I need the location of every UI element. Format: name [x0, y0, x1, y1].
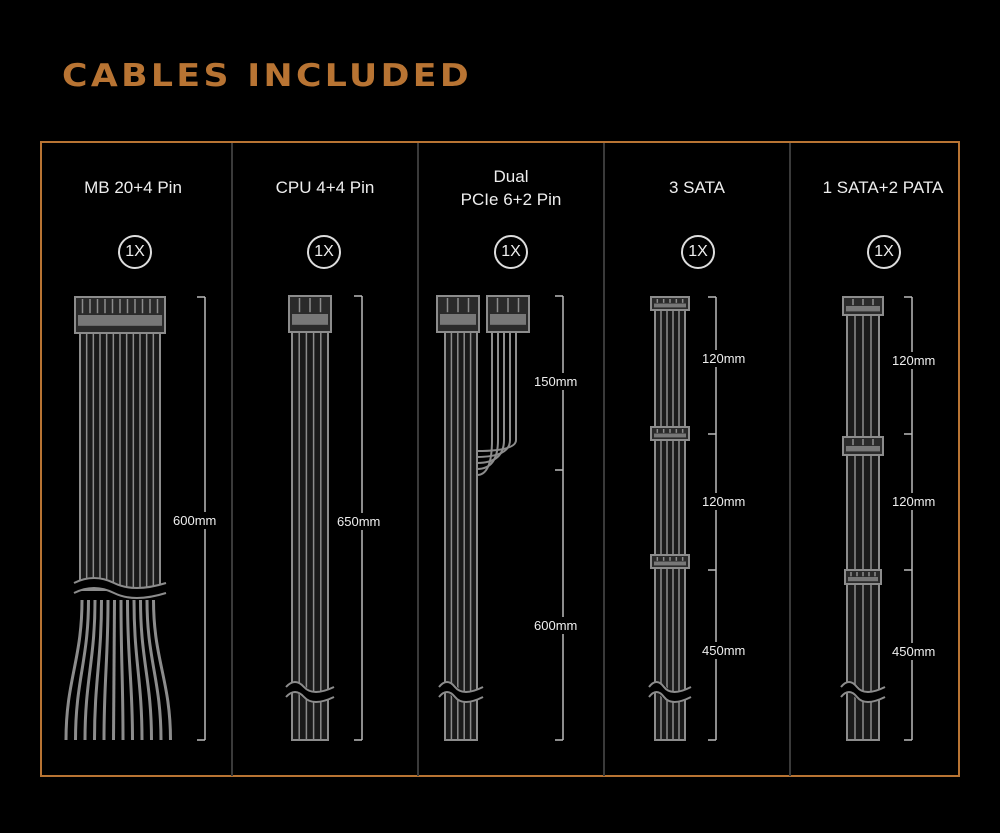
cable-title-pcie: PCIe 6+2 Pin	[460, 190, 562, 209]
cable-wire	[476, 332, 499, 470]
cable-title-mb: MB 20+4 Pin	[84, 178, 182, 197]
connector-latch	[490, 314, 526, 325]
break-mark	[648, 681, 692, 693]
length-label: 120mm	[702, 350, 746, 367]
cable-wire	[112, 599, 116, 741]
break-mark	[73, 577, 167, 589]
connector-latch	[654, 433, 686, 438]
cable-wire	[476, 332, 517, 452]
cable-wire	[119, 599, 125, 741]
cable-wire	[74, 599, 90, 741]
length-label: 450mm	[702, 642, 746, 659]
cable-title-sata: 3 SATA	[668, 178, 726, 197]
cable-bundle	[291, 331, 329, 741]
connector-latch	[654, 303, 686, 308]
length-label: 600mm	[534, 617, 578, 634]
length-label: 150mm	[534, 373, 578, 390]
quantity-badge: 1X	[307, 235, 341, 269]
break-mark	[840, 681, 886, 693]
length-label: 450mm	[892, 643, 936, 660]
cable-bundle	[654, 309, 686, 741]
break-mark	[438, 681, 484, 693]
connector-latch	[440, 314, 476, 325]
cable-title-cpu: CPU 4+4 Pin	[275, 178, 375, 197]
cable-wire	[126, 599, 134, 741]
break-mark	[282, 682, 337, 702]
break-mark	[285, 681, 335, 693]
connector-latch	[846, 446, 880, 452]
break-mark	[645, 682, 694, 702]
break-mark	[285, 691, 335, 703]
cable-title-sata-pata: 1 SATA+2 PATA	[822, 178, 944, 197]
quantity-badge: 1X	[118, 235, 152, 269]
quantity-badge: 1X	[867, 235, 901, 269]
length-label: 600mm	[173, 512, 217, 529]
connector-latch	[654, 561, 686, 566]
cable-wire	[64, 599, 84, 741]
cable-wire	[132, 599, 144, 741]
break-mark	[71, 578, 168, 598]
cable-bundle	[444, 331, 478, 741]
cable-wire	[476, 332, 511, 458]
break-mark	[435, 682, 486, 702]
break-mark	[648, 691, 692, 703]
page-title: CABLES INCLUDED	[62, 58, 473, 94]
quantity-badge: 1X	[494, 235, 528, 269]
break-mark	[837, 682, 888, 702]
quantity-badge: 1X	[681, 235, 715, 269]
cable-wire	[152, 599, 172, 741]
break-mark	[73, 587, 167, 599]
cable-title-pcie-line1: Dual	[493, 167, 529, 186]
cable-wire	[139, 599, 153, 741]
cable-wire	[476, 332, 493, 476]
connector-latch	[846, 306, 880, 312]
break-mark	[438, 691, 484, 703]
break-mark	[840, 691, 886, 703]
connector-latch	[292, 314, 328, 325]
length-label: 650mm	[337, 513, 381, 530]
cable-wire	[83, 599, 97, 741]
connector-latch	[78, 315, 162, 326]
cable-wire	[145, 599, 163, 741]
length-label: 120mm	[702, 493, 746, 510]
length-label: 120mm	[892, 352, 936, 369]
cable-wire	[476, 332, 505, 464]
connector-latch	[848, 577, 878, 582]
cables-frame	[40, 141, 960, 777]
cable-wire	[93, 599, 103, 741]
cable-wire	[102, 599, 110, 741]
length-label: 120mm	[892, 493, 936, 510]
